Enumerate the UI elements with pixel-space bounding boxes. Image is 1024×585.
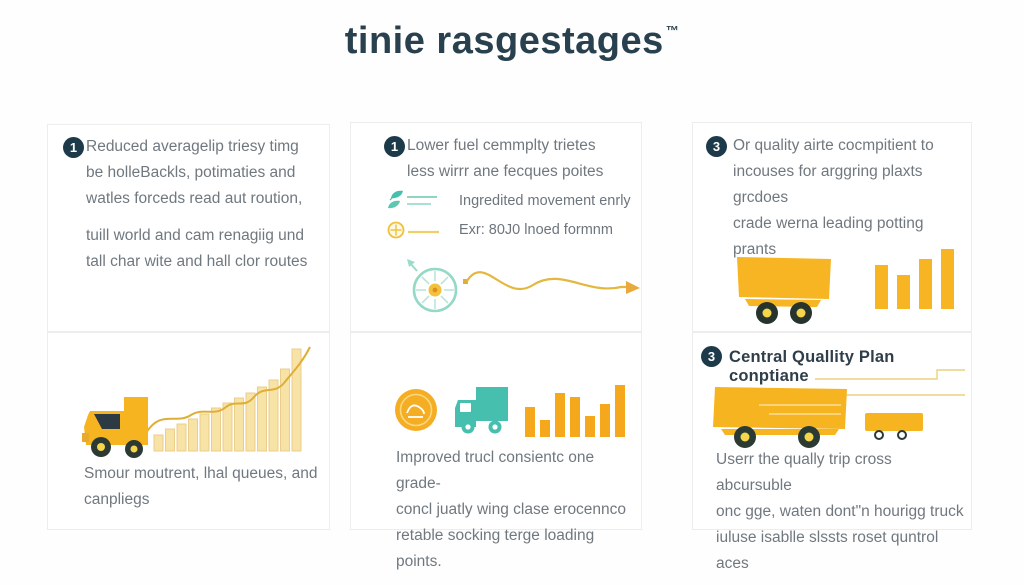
- number-badge: 3: [706, 136, 727, 157]
- growth-bars: [153, 348, 302, 452]
- text-line: Reduced averagelip triesy timg: [86, 138, 299, 155]
- text-line: retable socking terge loading points.: [396, 527, 595, 570]
- trademark-symbol: ™: [665, 23, 680, 38]
- compass-icon: [407, 259, 458, 313]
- number-badge: 3: [701, 346, 722, 367]
- legend-label: Exr: 80J0 lnoed formnm: [459, 222, 613, 238]
- bottom-right-heading: Central Quallity Plan conptiane: [729, 348, 895, 385]
- text-line: canpliegs: [84, 491, 150, 508]
- card-top-left: 1 Reduced averagelip triesy timg be holl…: [47, 124, 330, 332]
- top-left-text: Reduced averagelip triesy timg be holleB…: [86, 134, 321, 275]
- text-line: incouses for arggring plaxts grcdoes: [733, 163, 923, 206]
- number-badge: 1: [384, 136, 405, 157]
- text-line: Smour moutrent, lhal queues, and: [84, 465, 318, 482]
- growth-chart-icon: [82, 346, 311, 458]
- loading-bars-icon: [525, 385, 625, 437]
- text-line: be holleBackls, potimaties and: [86, 164, 296, 181]
- delivery-truck-icon: [455, 387, 508, 434]
- text-line: less wirrr ane fecques poites: [407, 163, 604, 180]
- big-truck-icon: [713, 369, 965, 448]
- legend-label: Ingredited movement enrly: [459, 193, 631, 209]
- wavy-route-arrow-icon: [463, 271, 640, 294]
- text-line: crade werna leading potting prants: [733, 215, 924, 258]
- card-top-right: 3 Or quality airte cocmpitient to incous…: [692, 122, 972, 332]
- card-bottom-right: 3 Central Quallity Plan conptiane Userr …: [692, 332, 972, 572]
- text-line: Or quality airte cocmpitient to: [733, 137, 934, 154]
- text-line: concl juatly wing clase erocennco: [396, 501, 627, 518]
- coin-icon: [395, 389, 437, 431]
- legend-row: Exr: 80J0 lnoed formnm: [387, 218, 613, 242]
- leaves-icon: [388, 190, 437, 209]
- text-line: Userr the qually trip cross abcursuble: [716, 451, 892, 494]
- top-middle-text: Lower fuel cemmplty trietes less wirrr a…: [407, 133, 627, 185]
- top-right-text: Or quality airte cocmpitient to incouses…: [733, 133, 968, 263]
- bottom-right-caption: Userr the qually trip cross abcursuble o…: [716, 447, 966, 577]
- text-line: onc gge, waten dont"n hourigg truck: [716, 503, 964, 520]
- truck-icon: [82, 397, 148, 458]
- page-title-text: tinie rasgestages: [344, 20, 664, 62]
- text-line: tall char wite and hall clor routes: [86, 253, 308, 270]
- number-badge: 1: [63, 137, 84, 158]
- bottom-middle-icons: [393, 379, 627, 439]
- text-line: iuluse isablle slssts roset quntrol aces: [716, 529, 939, 572]
- bottom-left-caption: Smour moutrent, lhal queues, and canplie…: [84, 461, 324, 513]
- text-line: Lower fuel cemmplty trietes: [407, 137, 596, 154]
- text-line: Improved trucl consientc one grade-: [396, 449, 595, 492]
- bottom-middle-caption: Improved trucl consientc one grade- conc…: [396, 445, 636, 575]
- page-title: tinie rasgestages ™: [0, 20, 1024, 63]
- text-line: tuill world and cam renagiig und: [86, 227, 304, 244]
- text-line: watles forceds read aut roution,: [86, 190, 303, 207]
- card-bottom-middle: Improved trucl consientc one grade- conc…: [350, 332, 642, 570]
- bar-chart-icon: [875, 249, 954, 309]
- target-icon: [387, 221, 439, 239]
- trailer-truck-icon: [737, 257, 831, 324]
- card-bottom-left: Smour moutrent, lhal queues, and canplie…: [47, 332, 330, 530]
- card-top-middle: 1 Lower fuel cemmplty trietes less wirrr…: [350, 122, 642, 332]
- growth-line: [145, 346, 311, 434]
- legend-row: Ingredited movement enrly: [387, 189, 631, 213]
